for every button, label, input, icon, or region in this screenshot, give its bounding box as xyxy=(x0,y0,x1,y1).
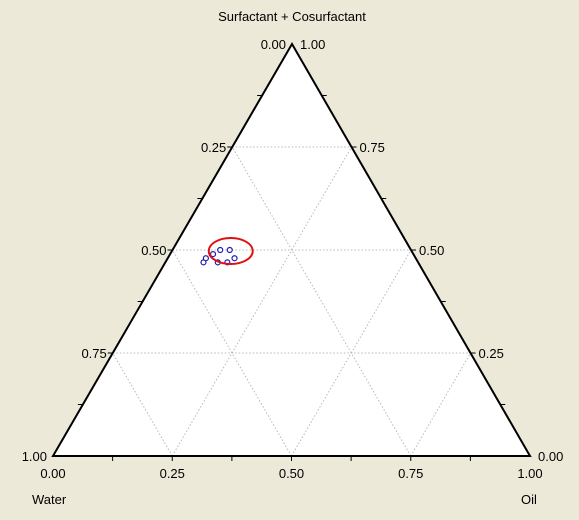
triangle-outline xyxy=(51,42,532,457)
axis-title-right: Oil xyxy=(521,492,537,507)
grid-line-oil-0.75 xyxy=(410,352,471,457)
tick-label-left-0.75: 0.75 xyxy=(81,346,106,361)
axis-title-top: Surfactant + Cosurfactant xyxy=(218,9,366,24)
tick-label-right-0.50: 0.50 xyxy=(419,243,444,258)
data-point-4 xyxy=(217,246,224,254)
axis-title-left: Water xyxy=(32,492,67,507)
grid-lines xyxy=(112,146,471,457)
data-point-2 xyxy=(202,255,209,262)
tick-label-bottom-0.75: 0.75 xyxy=(398,466,423,481)
data-point-8 xyxy=(231,255,238,262)
tick-label-bottom-0.00: 0.00 xyxy=(40,466,65,481)
tick-label-left-0.50: 0.50 xyxy=(141,243,166,258)
tick-label-right-1.00: 1.00 xyxy=(300,37,325,52)
triangle-border xyxy=(51,42,532,457)
grid-line-water-0.5 xyxy=(172,249,292,457)
tick-label-left-1.00: 1.00 xyxy=(22,449,47,464)
tick-label-right-0.25: 0.25 xyxy=(479,346,504,361)
tick-labels: 0.00 0.00 0.00 0.25 0.25 0.25 0.50 0.50 0.50 0.75… xyxy=(22,37,564,481)
tick-label-right-0.75: 0.75 xyxy=(360,140,385,155)
grid-line-oil-0.25 xyxy=(171,146,352,457)
tick-label-left-0.00: 0.00 xyxy=(261,37,286,52)
tick-label-left-0.25: 0.25 xyxy=(201,140,226,155)
grid-line-water-0.75 xyxy=(112,352,173,457)
tick-label-bottom-0.50: 0.50 xyxy=(279,466,304,481)
highlight-ellipse xyxy=(207,237,254,265)
data-point-3 xyxy=(209,251,217,258)
tick-label-bottom-0.25: 0.25 xyxy=(160,466,185,481)
data-point-5 xyxy=(226,246,233,254)
grid-line-oil-0.5 xyxy=(291,249,412,457)
tick-label-bottom-1.00: 1.00 xyxy=(517,466,542,481)
tick-label-right-0.00: 0.00 xyxy=(538,449,563,464)
highlight-layer xyxy=(207,237,254,265)
